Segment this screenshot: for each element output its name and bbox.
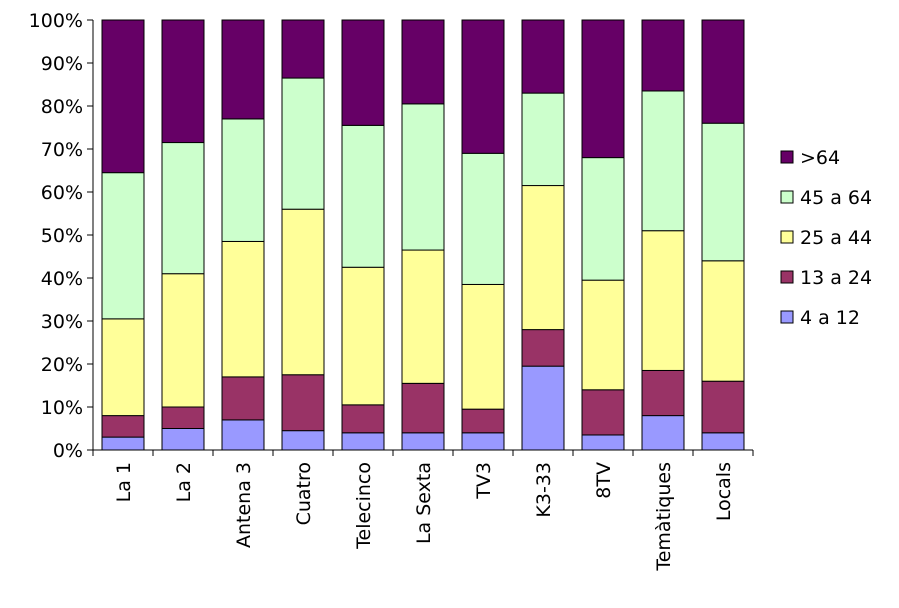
x-tick-label: TV3 (473, 462, 495, 500)
bar-segment-8tv-4-a-12 (581, 434, 625, 451)
bar-segment-antena-3-45-a-64 (221, 118, 265, 242)
legend-swatch-45-a-64 (780, 190, 794, 204)
bar-segment-la-2-4-a-12 (161, 428, 205, 451)
y-axis-ticks: 0% 10% 20% 30% 40% 50% 60% 70% 80% 90% 100% (29, 10, 93, 462)
y-tick-label: 30% (41, 311, 83, 333)
bars-group (101, 19, 745, 451)
y-tick-label: 90% (41, 53, 83, 75)
legend-swatch-25-a-44 (780, 230, 794, 244)
legend: >64 45 a 64 25 a 44 13 a 24 4 a 12 (780, 147, 872, 329)
bar-segment-antena-3-64 (221, 19, 265, 120)
bar-segment-tem-tiques-25-a-44 (641, 230, 685, 371)
bar-segment-antena-3-13-a-24 (221, 376, 265, 421)
bar-segment-telecinco-45-a-64 (341, 124, 385, 268)
bar-segment-tv3-4-a-12 (461, 432, 505, 451)
bar-segment-la-1-64 (101, 19, 145, 174)
bar-segment-k3-33-4-a-12 (521, 365, 565, 451)
y-tick-label: 100% (29, 10, 83, 32)
bar-segment-tem-tiques-4-a-12 (641, 415, 685, 451)
y-tick-label: 40% (41, 268, 83, 290)
bar-segment-la-2-25-a-44 (161, 273, 205, 408)
x-tick-label: K3-33 (533, 462, 555, 518)
x-tick-label: La Sexta (413, 462, 435, 544)
bar-segment-8tv-13-a-24 (581, 389, 625, 436)
bar-segment-cuatro-4-a-12 (281, 430, 325, 451)
bar-segment-k3-33-45-a-64 (521, 92, 565, 187)
bar-segment-antena-3-25-a-44 (221, 240, 265, 378)
y-tick-label: 0% (53, 440, 83, 462)
bar-segment-k3-33-25-a-44 (521, 185, 565, 331)
y-tick-label: 80% (41, 96, 83, 118)
legend-label-64: >64 (800, 147, 840, 169)
x-tick-label: Telecinco (353, 462, 375, 550)
bar-segment-cuatro-45-a-64 (281, 77, 325, 210)
bar-segment-tem-tiques-64 (641, 19, 685, 92)
bar-segment-la-sexta-13-a-24 (401, 382, 445, 434)
bar-segment-8tv-25-a-44 (581, 279, 625, 391)
y-tick-label: 70% (41, 139, 83, 161)
bar-segment-la-2-45-a-64 (161, 142, 205, 275)
bar-segment-telecinco-13-a-24 (341, 404, 385, 434)
bar-segment-locals-4-a-12 (701, 432, 745, 451)
legend-swatch-4-a-12 (780, 310, 794, 324)
legend-label-25-a-44: 25 a 44 (800, 227, 872, 249)
legend-swatch-64 (780, 150, 794, 164)
bar-segment-la-1-45-a-64 (101, 172, 145, 320)
bar-segment-tem-tiques-13-a-24 (641, 369, 685, 417)
bar-segment-la-1-4-a-12 (101, 436, 145, 451)
bar-segment-locals-25-a-44 (701, 260, 745, 382)
bar-segment-la-1-13-a-24 (101, 415, 145, 438)
x-tick-label: Cuatro (293, 462, 315, 525)
bar-segment-tem-tiques-45-a-64 (641, 90, 685, 232)
bar-segment-la-1-25-a-44 (101, 318, 145, 417)
bar-segment-k3-33-64 (521, 19, 565, 94)
bar-segment-locals-64 (701, 19, 745, 124)
legend-label-13-a-24: 13 a 24 (800, 267, 872, 289)
bar-segment-tv3-64 (461, 19, 505, 154)
bar-segment-locals-45-a-64 (701, 122, 745, 262)
legend-label-45-a-64: 45 a 64 (800, 187, 872, 209)
y-tick-label: 20% (41, 354, 83, 376)
bar-segment-la-sexta-64 (401, 19, 445, 105)
bar-segment-la-2-13-a-24 (161, 406, 205, 429)
bar-segment-8tv-45-a-64 (581, 157, 625, 281)
x-tick-label: Temàtiques (653, 462, 675, 572)
bar-segment-8tv-64 (581, 19, 625, 159)
x-axis-ticks: La 1 La 2 Antena 3 Cuatro Telecinco La Sexta T… (92, 450, 754, 572)
legend-swatch-13-a-24 (780, 270, 794, 284)
x-tick-label: Antena 3 (233, 462, 255, 548)
x-tick-label: La 1 (113, 462, 135, 502)
bar-segment-tv3-13-a-24 (461, 408, 505, 434)
x-tick-label: Locals (713, 462, 735, 521)
bar-segment-la-sexta-4-a-12 (401, 432, 445, 451)
bar-segment-telecinco-64 (341, 19, 385, 126)
bar-segment-la-sexta-45-a-64 (401, 103, 445, 251)
bar-segment-telecinco-4-a-12 (341, 432, 385, 451)
y-tick-label: 10% (41, 397, 83, 419)
bar-segment-k3-33-13-a-24 (521, 329, 565, 367)
bar-segment-tv3-45-a-64 (461, 152, 505, 285)
x-tick-label: 8TV (593, 462, 615, 499)
bar-segment-cuatro-64 (281, 19, 325, 79)
legend-label-4-a-12: 4 a 12 (800, 307, 860, 329)
bar-segment-cuatro-13-a-24 (281, 374, 325, 432)
bar-segment-locals-13-a-24 (701, 380, 745, 434)
bar-segment-cuatro-25-a-44 (281, 208, 325, 376)
y-tick-label: 60% (41, 182, 83, 204)
bar-segment-telecinco-25-a-44 (341, 266, 385, 406)
bar-segment-la-2-64 (161, 19, 205, 144)
x-tick-label: La 2 (173, 462, 195, 502)
bar-segment-la-sexta-25-a-44 (401, 249, 445, 384)
bar-segment-tv3-25-a-44 (461, 283, 505, 410)
y-tick-label: 50% (41, 225, 83, 247)
bar-segment-antena-3-4-a-12 (221, 419, 265, 451)
